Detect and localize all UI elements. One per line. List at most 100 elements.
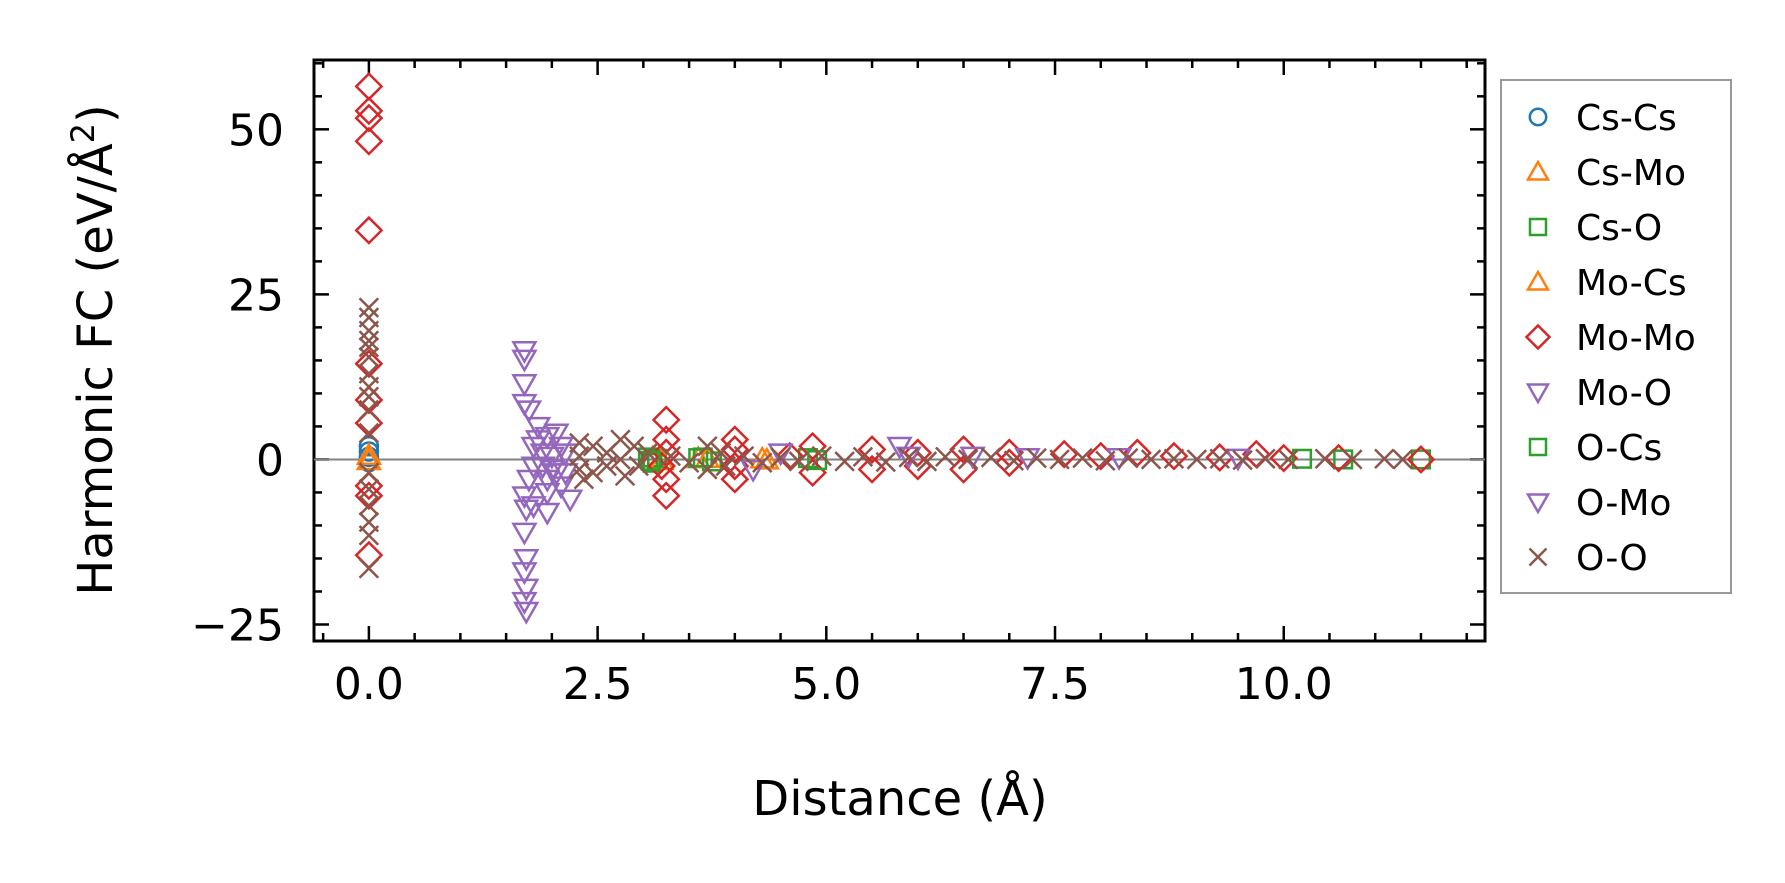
y-tick-label: 0 — [256, 435, 284, 486]
data-point — [543, 423, 570, 447]
legend-marker — [1528, 217, 1548, 237]
data-point — [515, 400, 543, 424]
data-point — [358, 399, 380, 421]
data-point — [354, 103, 384, 133]
data-point — [767, 443, 794, 467]
data-point — [552, 463, 579, 487]
data-point — [582, 462, 604, 483]
data-point — [557, 489, 584, 513]
data-point — [739, 459, 767, 483]
data-point — [957, 449, 979, 470]
x-tick-label: 10.0 — [1235, 659, 1333, 710]
data-point — [647, 451, 677, 481]
x-tick-label: 5.0 — [791, 659, 861, 710]
data-point — [1392, 449, 1413, 470]
legend-marker — [1525, 159, 1551, 181]
data-point — [569, 459, 590, 480]
data-point — [534, 502, 561, 526]
data-point — [511, 562, 538, 586]
y-axis-label-superscript: 2 — [64, 123, 102, 143]
data-point — [1072, 447, 1093, 469]
legend-marker — [1525, 269, 1551, 291]
data-point — [1255, 448, 1276, 470]
series-mo-o — [511, 341, 1252, 625]
data-point — [358, 336, 380, 358]
data-point — [697, 459, 718, 480]
legend-marker — [1525, 493, 1551, 515]
data-point — [354, 481, 384, 511]
legend-marker — [1525, 383, 1551, 405]
data-point — [857, 435, 887, 464]
data-point — [520, 496, 547, 520]
data-point — [775, 441, 805, 471]
data-point — [355, 447, 383, 471]
legend-marker — [1528, 437, 1548, 457]
data-point — [358, 422, 380, 444]
data-point — [358, 478, 380, 500]
legend-label: Cs-Cs — [1576, 98, 1677, 139]
legend-marker — [1528, 107, 1548, 127]
data-point — [1095, 450, 1116, 471]
legend-label: Mo-Mo — [1576, 318, 1696, 359]
data-point — [1209, 448, 1230, 470]
data-point — [354, 349, 384, 379]
legend-label: Mo-Cs — [1576, 263, 1687, 304]
data-point — [640, 450, 661, 471]
data-point — [358, 525, 380, 546]
data-point — [1140, 449, 1162, 470]
data-point — [358, 495, 380, 516]
data-point — [1117, 447, 1139, 469]
data-point — [651, 405, 681, 435]
legend-marker — [1524, 323, 1552, 351]
data-point — [358, 297, 380, 318]
data-point — [935, 446, 956, 468]
data-point — [354, 71, 384, 101]
data-point — [534, 426, 561, 450]
data-point — [980, 447, 1002, 468]
data-point — [513, 578, 540, 602]
data-point — [875, 451, 897, 473]
legend-label: Mo-O — [1576, 373, 1672, 414]
data-point — [1159, 441, 1189, 471]
data-point — [637, 442, 659, 464]
data-point — [614, 465, 636, 487]
data-point — [358, 320, 380, 341]
legend: Cs-Cs Cs-Mo Cs-O Mo-Cs Mo-Mo Mo-O O-Cs O-Mo O-O — [1500, 79, 1732, 594]
data-point — [358, 558, 380, 579]
series-o-o — [358, 297, 1413, 579]
data-point — [628, 455, 650, 477]
data-point — [354, 96, 384, 126]
data-point — [511, 349, 538, 373]
data-point — [949, 435, 978, 464]
data-point — [852, 446, 874, 468]
series-o-mo — [515, 426, 584, 520]
data-point — [354, 126, 384, 156]
x-tick-label: 2.5 — [563, 659, 633, 710]
data-point — [811, 445, 832, 467]
data-point — [1232, 449, 1253, 471]
data-point — [354, 471, 384, 501]
data-point — [720, 435, 750, 464]
data-point — [552, 443, 579, 467]
data-point — [710, 442, 732, 464]
data-point — [513, 601, 540, 625]
data-point — [354, 215, 384, 245]
data-points — [354, 71, 1436, 625]
x-tick-label: 0.0 — [334, 659, 404, 710]
y-axis-label-close: ) — [68, 104, 124, 123]
plot-frame — [312, 58, 1487, 643]
data-point — [623, 435, 645, 457]
data-point — [1278, 449, 1299, 470]
data-point — [770, 447, 791, 468]
data-point — [596, 455, 617, 477]
data-point — [720, 464, 750, 494]
data-point — [573, 469, 595, 490]
data-point — [534, 482, 561, 506]
data-point — [834, 451, 855, 472]
legend-label: Cs-O — [1576, 208, 1662, 249]
data-point — [1163, 448, 1185, 470]
data-point — [610, 429, 631, 450]
data-point — [520, 456, 547, 480]
data-point — [511, 522, 538, 546]
y-tick-label: 50 — [228, 105, 284, 156]
